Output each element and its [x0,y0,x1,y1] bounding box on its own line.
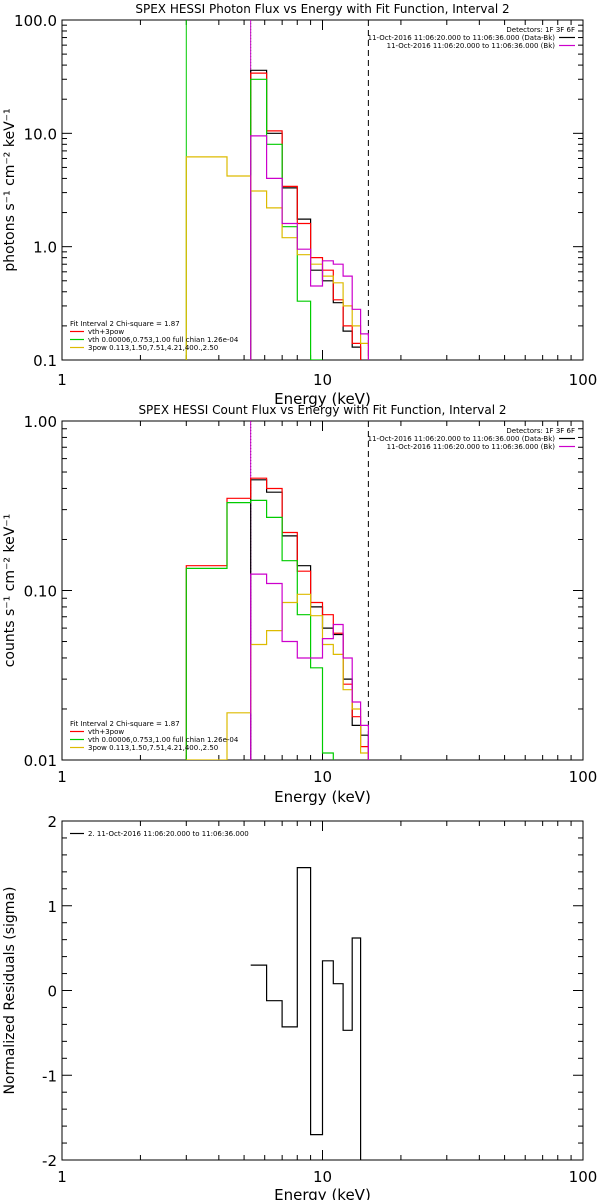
chart3-x-axis-label: Energy (keV) [274,1186,371,1200]
chart2-series-4-histogram [250,573,369,760]
chart3-x-tick-label: 100 [569,1168,598,1186]
chart1-x-tick-label: 1 [57,371,67,389]
chart2-legend-bl-label: vth+3pow [88,728,124,736]
chart3-x-tick-label: 10 [313,1168,332,1186]
chart3-series-0-histogram [250,867,362,1160]
chart1-series-1-histogram [250,72,362,360]
chart1-y-axis-label: photons s⁻¹ cm⁻² keV⁻¹ [2,108,18,271]
chart3-legend-tl-label: 2. 11-Oct-2016 11:06:20.000 to 11:06:36.… [88,830,249,838]
chart1-plot-frame [61,19,584,361]
chart2-legend-tr-label: 11-Oct-2016 11:06:20.000 to 11:06:36.000… [387,443,556,451]
chart1-legend-bl-label: 3pow 0.113,1.50,7.51,4.21,400.,2.50 [88,344,218,352]
chart2-x-tick-label: 10 [313,768,332,786]
chart1-legend-tr-label: 11-Oct-2016 11:06:20.000 to 11:06:36.000… [368,34,556,42]
chart3-y-tick-label: -2 [42,1152,57,1170]
chart1-legend-bl-label: vth 0.00006,0.753,1.00 full chian 1.26e-… [88,336,239,344]
chart3-y-axis-label: Normalized Residuals (sigma) [2,887,18,1095]
chart1-series-0-histogram [250,69,362,360]
chart2-legend-detectors: Detectors: 1F 3F 6F [506,427,575,435]
chart2-x-tick-label: 100 [569,768,598,786]
chart1-series-2-histogram [250,78,323,360]
chart1-x-tick-label: 10 [313,371,332,389]
chart1-legend-fit-title: Fit Interval 2 Chi-square = 1.87 [70,320,180,328]
chart1-y-tick-label: 0.1 [33,352,57,370]
chart2-legend-bl-label: vth 0.00006,0.753,1.00 full chian 1.26e-… [88,736,239,744]
chart1-series-4-histogram [250,135,369,360]
chart1-y-tick-label: 100.0 [14,12,57,30]
chart3-x-tick-label: 1 [57,1168,67,1186]
chart1-y-tick-label: 1.0 [33,239,57,257]
chart1-y-tick-label: 10.0 [24,125,57,143]
chart2-y-tick-label: 1.00 [24,413,57,431]
chart2-y-tick-label: 0.10 [24,583,57,601]
chart2-title: SPEX HESSI Count Flux vs Energy with Fit… [138,403,506,417]
chart2-legend-bl-label: 3pow 0.113,1.50,7.51,4.21,400.,2.50 [88,744,218,752]
chart2-series-1-histogram [185,477,369,760]
chart2-y-axis-label: counts s⁻¹ cm⁻² keV⁻¹ [2,514,18,668]
chart2-legend-fit-title: Fit Interval 2 Chi-square = 1.87 [70,720,180,728]
chart3-y-tick-label: 1 [47,898,57,916]
chart2-x-tick-label: 1 [57,768,67,786]
chart2-series-2-histogram [185,499,334,760]
chart1-x-axis-label: Energy (keV) [274,390,371,408]
chart2-x-axis-label: Energy (keV) [274,788,371,806]
chart2-legend-tr-label: 11-Oct-2016 11:06:20.000 to 11:06:36.000… [368,435,556,443]
chart1-series-3-histogram [185,156,369,360]
chart1-legend-bl-label: vth+3pow [88,328,124,336]
chart1-title: SPEX HESSI Photon Flux vs Energy with Fi… [135,2,509,16]
chart1-legend-detectors: Detectors: 1F 3F 6F [506,26,575,34]
chart3-y-tick-label: 2 [47,813,57,831]
chart2-series-0-histogram [250,479,369,760]
chart1-x-tick-label: 100 [569,371,598,389]
chart1-legend-tr-label: 11-Oct-2016 11:06:20.000 to 11:06:36.000… [387,42,556,50]
chart2-y-tick-label: 0.01 [24,752,57,770]
chart3-y-tick-label: -1 [42,1067,57,1085]
chart3-y-tick-label: 0 [47,983,57,1001]
